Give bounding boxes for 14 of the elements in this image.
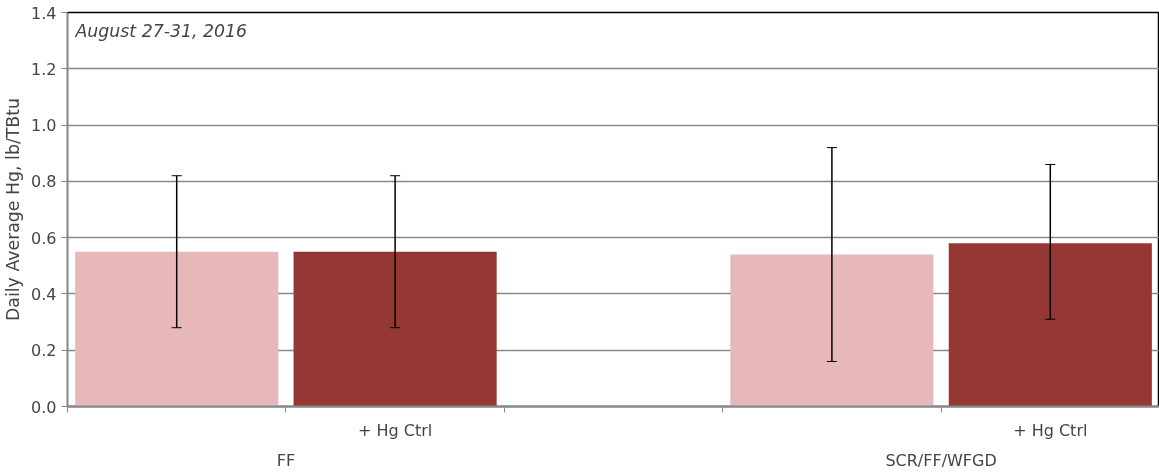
y-tick-label: 1.0 [31, 116, 57, 136]
text: FF [276, 450, 296, 470]
text: SCR/FF/WFGD [885, 450, 997, 470]
y-tick-label: 0.6 [31, 228, 57, 248]
text: August 27-31, 2016 [74, 20, 248, 41]
y-tick-label: 1.4 [31, 3, 57, 23]
y-axis-title: Daily Average Hg, lb/TBtu [3, 98, 24, 321]
y-tick-label: 0.0 [31, 397, 57, 417]
y-tick-label: 0.8 [31, 172, 57, 192]
y-tick-label: 0.2 [31, 341, 57, 361]
y-tick-label: 0.4 [31, 284, 57, 304]
x-tick-label: + Hg Ctrl [357, 420, 433, 440]
x-tick-label: + Hg Ctrl [1013, 420, 1088, 440]
y-tick-label: 1.2 [31, 59, 57, 79]
